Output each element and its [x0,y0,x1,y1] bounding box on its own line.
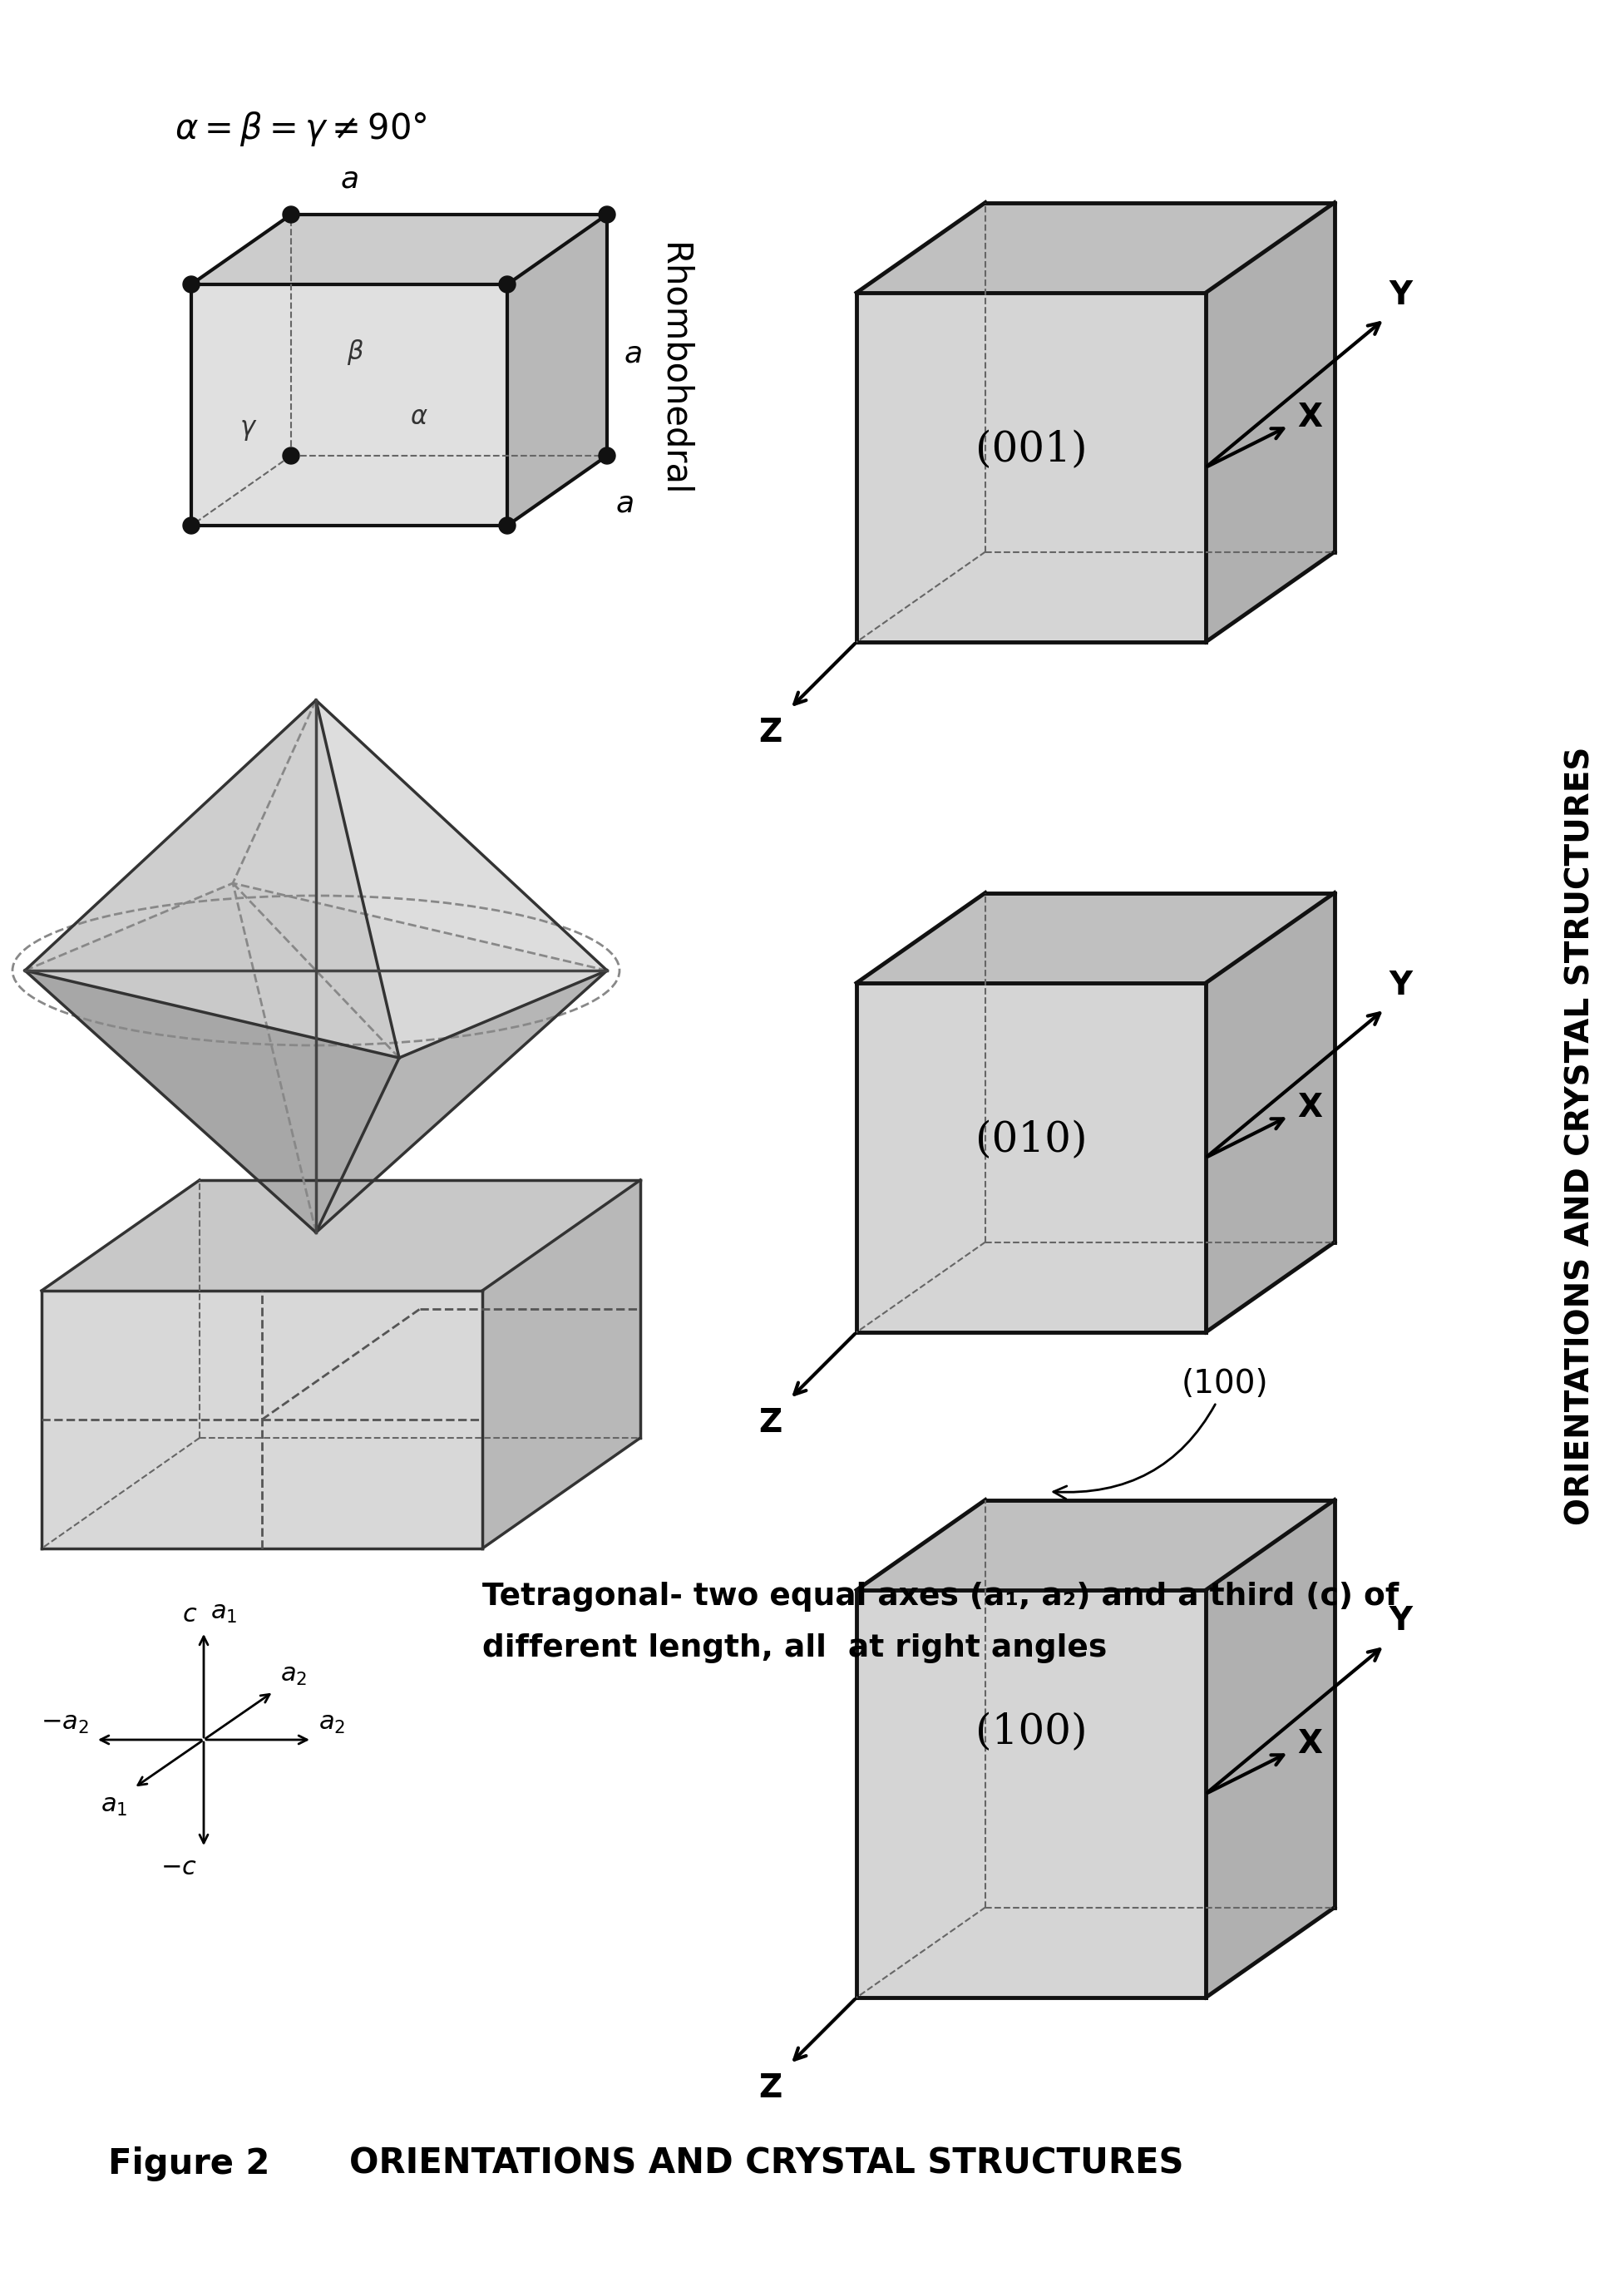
Circle shape [283,448,299,463]
Text: $\beta$: $\beta$ [348,336,364,366]
Text: Y: Y [1389,970,1411,1002]
Text: X: X [1298,402,1322,434]
Polygon shape [1205,1500,1335,1997]
Text: $a$: $a$ [339,166,359,193]
Polygon shape [42,1290,482,1550]
Polygon shape [856,293,1205,643]
Polygon shape [856,984,1205,1331]
Text: $a$: $a$ [624,339,641,368]
Polygon shape [192,214,607,284]
Polygon shape [24,884,317,1231]
Polygon shape [24,700,400,1059]
Text: $a$: $a$ [615,488,633,518]
Polygon shape [24,700,317,970]
Polygon shape [24,970,400,1231]
Text: $a_2$: $a_2$ [318,1711,346,1736]
Polygon shape [856,202,1335,293]
Circle shape [499,277,515,293]
Text: $\alpha$: $\alpha$ [409,404,427,429]
Text: Y: Y [1389,279,1411,311]
Text: $a_1$: $a_1$ [211,1599,237,1624]
Circle shape [184,518,200,534]
Polygon shape [507,214,607,525]
Circle shape [283,207,299,223]
Text: Y: Y [1389,1606,1411,1638]
Text: $-a_2$: $-a_2$ [41,1711,89,1736]
Circle shape [599,207,615,223]
Polygon shape [856,1500,1335,1590]
Polygon shape [856,893,1335,984]
Polygon shape [1205,893,1335,1331]
Circle shape [599,448,615,463]
Polygon shape [482,1179,640,1550]
Text: Z: Z [758,2072,781,2104]
Text: (010): (010) [974,1120,1086,1161]
Polygon shape [317,970,607,1231]
Text: ORIENTATIONS AND CRYSTAL STRUCTURES: ORIENTATIONS AND CRYSTAL STRUCTURES [1564,747,1596,1525]
Text: X: X [1298,1729,1322,1761]
Polygon shape [192,284,507,525]
Polygon shape [42,1179,640,1290]
Text: $\gamma$: $\gamma$ [239,416,257,443]
Circle shape [499,518,515,534]
Text: Z: Z [758,1406,781,1438]
Text: $\alpha=\beta=\gamma \neq 90°$: $\alpha=\beta=\gamma \neq 90°$ [175,109,427,148]
Text: (001): (001) [974,429,1086,470]
Text: X: X [1298,1093,1322,1125]
Text: (100): (100) [1054,1368,1268,1500]
Text: ORIENTATIONS AND CRYSTAL STRUCTURES: ORIENTATIONS AND CRYSTAL STRUCTURES [349,2147,1184,2181]
Text: Figure 2: Figure 2 [109,2147,270,2181]
Text: Rhombohedral: Rhombohedral [656,243,690,498]
Circle shape [184,277,200,293]
Text: (100): (100) [974,1713,1086,1754]
Text: $a_2$: $a_2$ [281,1661,307,1688]
Text: Z: Z [758,718,781,747]
Text: $a_1$: $a_1$ [101,1793,127,1818]
Polygon shape [232,700,607,970]
Text: different length, all  at right angles: different length, all at right angles [482,1634,1108,1663]
Polygon shape [232,884,607,1231]
Text: Tetragonal- two equal axes (a₁, a₂) and a third (c) of: Tetragonal- two equal axes (a₁, a₂) and … [482,1581,1398,1611]
Polygon shape [856,1590,1205,1997]
Polygon shape [1205,202,1335,643]
Text: $-c$: $-c$ [161,1854,197,1881]
Text: $c$: $c$ [182,1602,197,1627]
Polygon shape [317,700,607,1059]
